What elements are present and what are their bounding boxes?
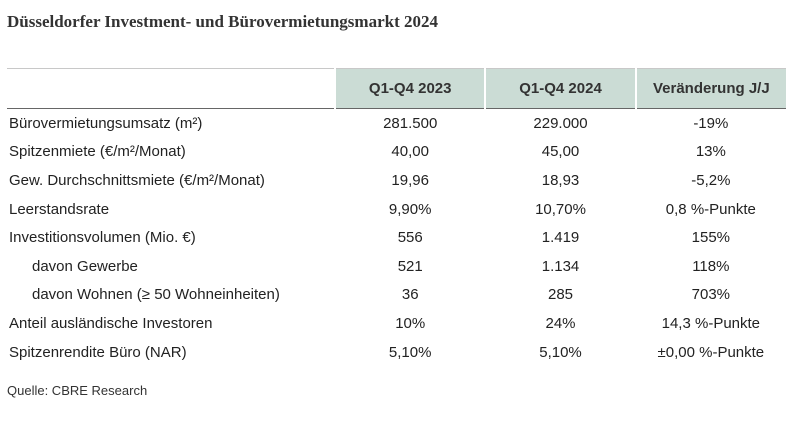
row-label: Spitzenrendite Büro (NAR) [9,343,187,361]
cell: -5,2% [691,171,731,189]
cell: 118% [692,257,730,275]
cell: 521 [397,257,423,275]
row-label: Bürovermietungsumsatz (m²) [9,114,203,132]
table-row: Spitzenmiete (€/m²/Monat) 40,00 45,00 13% [7,138,786,167]
cell: 155% [691,229,731,247]
cell: ±0,00 %-Punkte [657,343,765,361]
row-label: davon Wohnen (≥ 50 Wohneinheiten) [32,286,280,304]
cell: 229.000 [533,114,588,132]
title: Düsseldorfer Investment- und Bürovermiet… [7,12,438,31]
cell: 1.134 [541,257,580,275]
cell: 18,93 [541,171,580,189]
cell: 285 [548,286,574,304]
cell: 0,8 %-Punkte [665,200,756,218]
table-row: Investitionsvolumen (Mio. €) 556 1.419 155% [7,223,786,252]
data-table: Q1-Q4 2023 Q1-Q4 2024 Veränderung J/J Bü… [7,68,786,366]
cell: 40,00 [391,143,429,161]
row-label: Investitionsvolumen (Mio. €) [9,229,196,247]
table-row: Bürovermietungsumsatz (m²) 281.500 229.000… [7,109,786,138]
header-cell: Q1-Q4 2023 [334,68,486,109]
cell: 9,90% [388,200,432,218]
row-label: Spitzenmiete (€/m²/Monat) [9,143,186,161]
table-row: Spitzenrendite Büro (NAR) 5,10% 5,10% ±0,00… [7,338,786,367]
cell: 36 [401,286,419,304]
cell: 281.500 [383,114,438,132]
cell: 10% [395,314,426,332]
cell: 10,70% [535,200,586,218]
table-row: davon Wohnen (≥ 50 Wohneinheiten) 36 285 70… [7,281,786,310]
cell: 24% [545,314,576,332]
header-cell: Q1-Q4 2024 [484,68,636,109]
row-label: Leerstandsrate [9,200,110,218]
header-row: Q1-Q4 2023 Q1-Q4 2024 Veränderung J/J [7,68,786,109]
row-label: davon Gewerbe [32,257,138,275]
source-note: Quelle: CBRE Research [7,383,148,398]
cell: 556 [397,229,423,247]
cell: 19,96 [391,171,429,189]
table-body: Bürovermietungsumsatz (m²) 281.500 229.000… [7,109,786,367]
table-row: Anteil ausländische Investoren 10% 24% 14,3… [7,309,786,338]
cell: 1.419 [541,229,580,247]
cell: 5,10% [539,343,582,361]
cell: 703% [691,286,731,304]
cell: -19% [693,114,729,132]
table-row: davon Gewerbe 521 1.134 118% [7,252,786,281]
header-cell [7,69,335,109]
table-row: Gew. Durchschnittsmiete (€/m²/Monat) 19,9… [7,166,786,195]
row-label: Gew. Durchschnittsmiete (€/m²/Monat) [9,171,265,189]
table-row: Leerstandsrate 9,90% 10,70% 0,8 %-Punkte [7,195,786,224]
header-cell: Veränderung J/J [634,68,786,109]
cell: 14,3 %-Punkte [661,314,761,332]
cell: 45,00 [541,143,580,161]
cell: 13% [695,143,726,161]
row-label: Anteil ausländische Investoren [9,314,213,332]
cell: 5,10% [388,343,432,361]
